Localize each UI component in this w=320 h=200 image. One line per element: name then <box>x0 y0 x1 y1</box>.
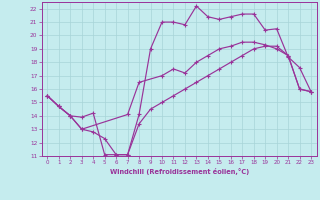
X-axis label: Windchill (Refroidissement éolien,°C): Windchill (Refroidissement éolien,°C) <box>109 168 249 175</box>
